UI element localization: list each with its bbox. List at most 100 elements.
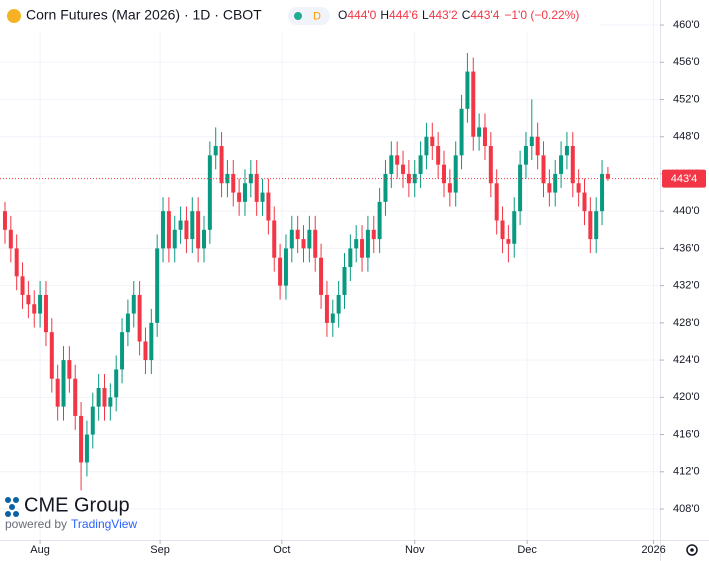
open-prefix: O <box>338 8 347 22</box>
candle-body <box>67 360 72 379</box>
candle-body <box>207 155 212 230</box>
candle-body <box>453 155 458 193</box>
candle-body <box>535 136 540 156</box>
candle-body <box>108 397 113 407</box>
candle-body <box>564 146 569 156</box>
candle-body <box>2 211 7 230</box>
candle-body <box>401 164 406 174</box>
candle-body <box>196 211 201 249</box>
candle-body <box>424 136 429 156</box>
change-value: −1'0 (−0.22%) <box>504 8 579 22</box>
candle-body <box>202 229 206 249</box>
powered-by: powered by TradingView <box>5 517 137 531</box>
candle-body <box>605 173 610 179</box>
candle-body <box>102 388 107 407</box>
candle-body <box>371 229 376 240</box>
candle-body <box>313 229 318 258</box>
candle-body <box>582 192 587 212</box>
candle-body <box>8 229 13 249</box>
candle-body <box>114 369 119 398</box>
candle-body <box>600 173 605 212</box>
candle-body <box>430 136 435 147</box>
candle-body <box>14 248 19 277</box>
candle-body <box>465 71 470 109</box>
candle-body <box>594 211 599 240</box>
y-tick-label: 448'0 <box>673 131 700 143</box>
candle-body <box>395 155 400 165</box>
candle-body <box>570 146 575 184</box>
candle-body <box>55 378 60 407</box>
candle-body <box>342 267 347 295</box>
settings-icon-center <box>690 548 694 552</box>
candle-body <box>295 229 300 240</box>
candle-body <box>447 183 452 193</box>
candle-body <box>79 415 84 463</box>
candle-body <box>512 211 517 244</box>
candle-body <box>418 155 423 174</box>
candle-body <box>553 173 558 193</box>
last-price-label: 443'4 <box>671 173 698 185</box>
plot-area <box>0 52 660 491</box>
interval-badge: D <box>313 10 321 22</box>
low-value: 443'2 <box>429 8 458 22</box>
candle-body <box>32 304 37 314</box>
candle-body <box>576 183 581 193</box>
candle-body <box>260 192 265 202</box>
candle-body <box>307 229 312 249</box>
candle-body <box>254 173 259 202</box>
candle-body <box>588 211 593 240</box>
candle-body <box>213 146 218 156</box>
ohlc-legend: O444'0 H444'6 L443'2 C443'4 −1'0 (−0.22%) <box>338 8 579 22</box>
candle-body <box>242 183 247 202</box>
candle-body <box>360 239 365 258</box>
y-tick-label: 432'0 <box>673 280 700 292</box>
candle-body <box>20 276 25 295</box>
candle-body <box>324 294 329 323</box>
candle-body <box>488 146 493 184</box>
settings-button[interactable] <box>686 544 698 556</box>
market-status-dot <box>294 12 302 20</box>
candle-body <box>365 229 370 258</box>
candle-body <box>149 322 154 361</box>
candle-body <box>354 239 359 249</box>
candle-body <box>143 341 148 361</box>
status-pill[interactable] <box>288 7 330 25</box>
candle-body <box>383 173 388 202</box>
provider-link[interactable]: TradingView <box>71 517 137 531</box>
x-tick-label: Sep <box>150 544 170 556</box>
candle-body <box>301 239 306 249</box>
candle-body <box>494 183 499 221</box>
candle-body <box>272 220 277 258</box>
candle-body <box>278 257 283 286</box>
candle-body <box>49 332 54 379</box>
y-tick-label: 412'0 <box>673 466 700 478</box>
x-tick-label: Dec <box>517 544 537 556</box>
candle-body <box>482 127 487 147</box>
candle-body <box>96 388 101 407</box>
symbol-title[interactable]: Corn Futures (Mar 2026) · 1D · CBOT <box>26 7 262 23</box>
low-prefix: L <box>422 8 429 22</box>
logo-dot <box>5 497 11 503</box>
candle-body <box>219 146 224 184</box>
candle-body <box>389 155 394 174</box>
candle-body <box>500 220 505 240</box>
y-tick-label: 440'0 <box>673 205 700 217</box>
candle-body <box>131 294 136 314</box>
logo-dot <box>13 497 19 503</box>
branding: CME Group powered by TradingView <box>5 494 137 531</box>
candle-body <box>506 239 511 244</box>
candle-body <box>436 146 441 165</box>
powered-by-text: powered by <box>5 517 67 531</box>
candle-body <box>237 192 242 202</box>
settings-icon[interactable] <box>686 544 698 556</box>
candle-body <box>73 378 78 416</box>
x-tick-label: 2026 <box>641 544 665 556</box>
logo-text[interactable]: CME Group <box>24 494 130 516</box>
logo-dot <box>9 504 15 510</box>
candle-body <box>120 332 125 370</box>
candle-body <box>283 248 288 286</box>
candle-body <box>61 360 66 407</box>
